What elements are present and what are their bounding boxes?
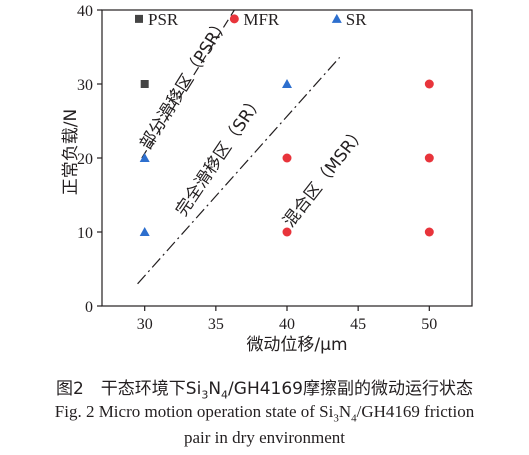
x-tick-label: 35 (208, 316, 224, 333)
data-point-sr (282, 79, 292, 88)
data-point-mfr (282, 227, 292, 237)
data-point-mfr (282, 153, 292, 163)
y-tick-label: 0 (85, 299, 93, 316)
y-tick-label: 10 (77, 225, 93, 242)
data-point-psr (140, 80, 149, 88)
legend-marker-sr (331, 13, 342, 23)
data-point-sr (139, 153, 150, 162)
data-point-mfr (424, 153, 434, 163)
x-tick-label: 45 (350, 316, 366, 333)
data-point-mfr (424, 227, 434, 237)
legend-label-sr: SR (346, 10, 367, 29)
x-axis-label: 微动位移/μm (246, 335, 347, 355)
region-boundary-line (141, 9, 235, 159)
figure-caption-en: Fig. 2 Micro motion operation state of S… (54, 402, 475, 425)
region-label: 完全滑移区（SR） (172, 91, 268, 220)
y-tick-label: 20 (77, 151, 93, 168)
y-axis-label: 正常负载/N (61, 109, 81, 195)
legend-marker-mfr (229, 14, 239, 24)
legend-marker-psr (135, 14, 143, 23)
x-tick-label: 40 (279, 316, 295, 333)
x-tick-label: 30 (137, 316, 153, 333)
y-tick-label: 30 (77, 77, 93, 94)
scatter-chart: 部分滑移区（PSR）完全滑移区（SR） 混合区（MSR） 30 35 40 45 50 0 1… (61, 3, 473, 355)
region-label: 部分滑移区（PSR） (136, 14, 233, 153)
figure-caption-cn: 图2 干态环境下Si3N4/GH4169摩擦副的微动运行状态 (55, 379, 473, 402)
legend-label-mfr: MFR (243, 10, 280, 29)
x-tick-label: 50 (421, 316, 437, 333)
figure-caption-en-line2: pair in dry environment (184, 428, 345, 447)
data-point-sr (139, 227, 150, 236)
region-boundary-line (137, 56, 341, 285)
region-label: 混合区（MSR） (279, 123, 370, 232)
y-tick-label: 40 (77, 3, 93, 20)
legend-label-psr: PSR (148, 10, 179, 29)
data-point-mfr (424, 79, 434, 89)
